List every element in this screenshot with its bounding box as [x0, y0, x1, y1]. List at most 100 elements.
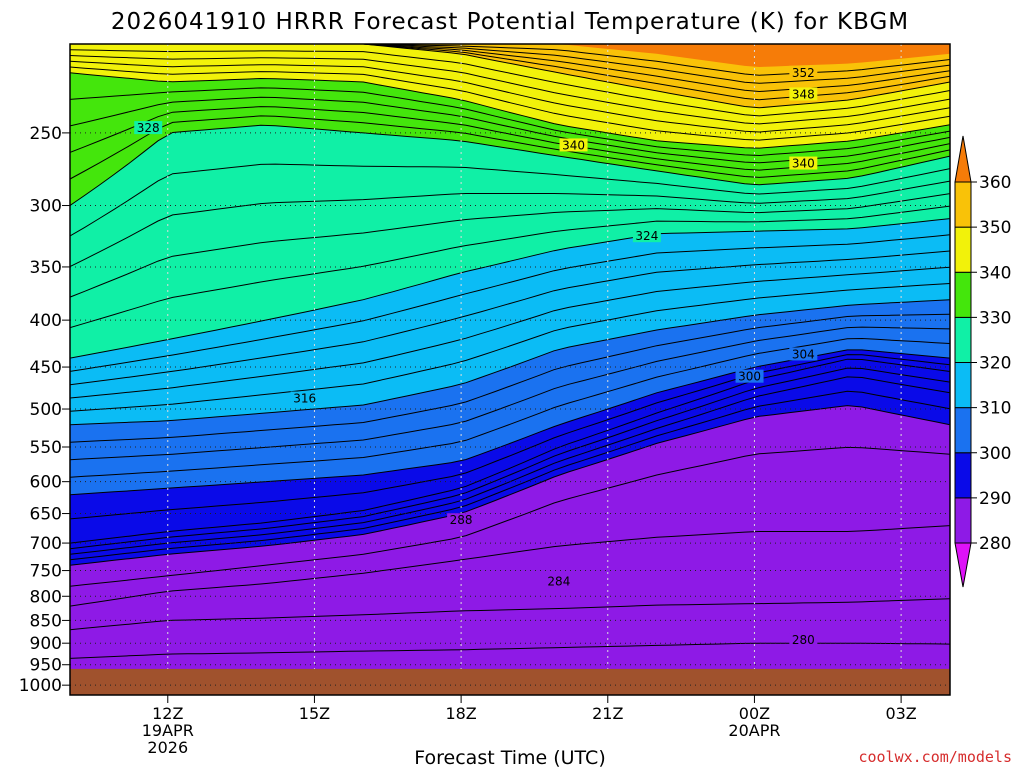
- contour-label-316: 316: [290, 391, 319, 406]
- contour-lines: [70, 44, 950, 659]
- x-tick-date-19APR: 19APR: [142, 721, 194, 740]
- colorbar-band-300: [954, 407, 972, 454]
- contour-line-348: [70, 49, 950, 117]
- colorbar-band-320: [954, 316, 972, 363]
- x-axis-label: Forecast Time (UTC): [414, 747, 605, 768]
- colorbar-band-310: [954, 362, 972, 409]
- contour-label-bg: [447, 513, 476, 527]
- contour-line-320: [70, 218, 950, 359]
- contour-label-348: 348: [789, 87, 818, 101]
- contour-label-340: 340: [789, 156, 818, 171]
- contour-label-text: 348: [792, 87, 815, 101]
- x-tick-label-00Z: 00Z: [739, 704, 770, 723]
- contour-line-342: [70, 66, 950, 141]
- contour-line-328: [70, 163, 950, 237]
- contour-label-text: 300: [738, 370, 761, 384]
- contour-label-text: 352: [792, 66, 815, 80]
- contour-label-text: 340: [562, 138, 585, 152]
- contour-label-text: 324: [635, 229, 658, 243]
- colorbar-label-340: 340: [979, 263, 1011, 283]
- y-tick-label-700: 700: [30, 534, 62, 554]
- contour-line-300: [70, 354, 950, 520]
- contour-label-text: 280: [792, 633, 815, 647]
- colorbar-band-340: [954, 226, 972, 273]
- contour-line-304: [70, 337, 950, 478]
- contour-label-300: 300: [735, 369, 764, 384]
- contour-label-324: 324: [632, 229, 661, 243]
- plot-area: 328 340 352 348 340 324 304 300 316 288 284 280: [70, 44, 950, 695]
- y-tick-label-300: 300: [30, 197, 62, 217]
- contour-label-304: 304: [789, 347, 818, 361]
- contour-line-324: [70, 193, 950, 298]
- x-tick-year-2026: 2026: [147, 738, 188, 757]
- contour-labels: 328 340 352 348 340 324 304 300 316 288 284 280: [134, 65, 818, 647]
- contour-label-text: 288: [450, 513, 473, 527]
- y-axis-pressure: 250 300 350 400 450 500 550 600 650 700 750 800 850 9…: [19, 124, 70, 696]
- y-tick-label-500: 500: [30, 400, 62, 420]
- contour-line-306: [70, 326, 950, 461]
- y-tick-label-950: 950: [30, 656, 62, 676]
- x-tick-label-03Z: 03Z: [885, 704, 916, 723]
- contour-line-350: [70, 44, 950, 109]
- contour-line-346: [70, 55, 950, 125]
- colorbar-label-330: 330: [979, 308, 1011, 328]
- colorbar-band-350: [954, 181, 972, 228]
- y-tick-label-750: 750: [30, 562, 62, 582]
- colorbar-band-330: [954, 271, 972, 318]
- colorbar-band-290: [954, 452, 972, 499]
- y-tick-label-350: 350: [30, 258, 62, 278]
- contour-label-bg: [789, 633, 818, 647]
- contour-label-bg: [789, 65, 818, 79]
- contour-line-292: [70, 390, 950, 561]
- contour-line-296: [70, 367, 950, 550]
- plot-border: [69, 43, 951, 696]
- colorbar-label-280: 280: [979, 534, 1011, 554]
- contour-line-356: [70, 44, 950, 84]
- colorbar-extend-high: [954, 135, 972, 183]
- contour-line-290: [70, 405, 950, 566]
- contour-label-bg: [789, 156, 818, 170]
- contour-label-280: 280: [789, 633, 818, 647]
- contour-line-286: [70, 525, 950, 607]
- colorbar-label-290: 290: [979, 489, 1011, 509]
- colorbar-label-300: 300: [979, 444, 1011, 464]
- y-tick-label-600: 600: [30, 473, 62, 493]
- contour-label-328: 328: [134, 121, 163, 135]
- contour-line-326: [70, 180, 950, 268]
- colorbar-label-320: 320: [979, 354, 1011, 374]
- contour-line-288: [70, 446, 950, 587]
- contour-line-316: [70, 250, 950, 386]
- contour-label-text: 340: [792, 157, 815, 171]
- y-tick-label-850: 850: [30, 611, 62, 631]
- x-tick-label-12Z: 12Z: [152, 704, 183, 723]
- y-tick-label-550: 550: [30, 438, 62, 458]
- x-tick-label-18Z: 18Z: [445, 704, 476, 723]
- contour-line-312: [70, 283, 950, 412]
- contour-label-340: 340: [559, 138, 588, 152]
- colorbar-label-350: 350: [979, 218, 1011, 238]
- contour-line-344: [70, 60, 950, 133]
- colorbar-band-280: [954, 497, 972, 544]
- contour-label-bg: [735, 369, 764, 383]
- contour-label-bg: [290, 391, 319, 405]
- contour-line-298: [70, 358, 950, 544]
- ground-below-surface: [70, 668, 950, 695]
- colorbar-label-360: 360: [979, 173, 1011, 193]
- contour-label-bg: [544, 574, 573, 588]
- contour-label-text: 284: [547, 575, 570, 589]
- contour-label-bg: [559, 138, 588, 152]
- y-tick-label-400: 400: [30, 311, 62, 331]
- y-tick-label-900: 900: [30, 634, 62, 654]
- contour-label-bg: [134, 121, 163, 135]
- colorbar-label-310: 310: [979, 399, 1011, 419]
- contour-label-bg: [789, 87, 818, 101]
- x-tick-label-15Z: 15Z: [299, 704, 330, 723]
- contour-label-352: 352: [789, 65, 818, 80]
- contour-line-338: [70, 87, 950, 157]
- contour-label-284: 284: [544, 574, 573, 589]
- contour-line-318: [70, 234, 950, 372]
- y-tick-label-650: 650: [30, 505, 62, 525]
- contour-label-text: 316: [293, 392, 316, 406]
